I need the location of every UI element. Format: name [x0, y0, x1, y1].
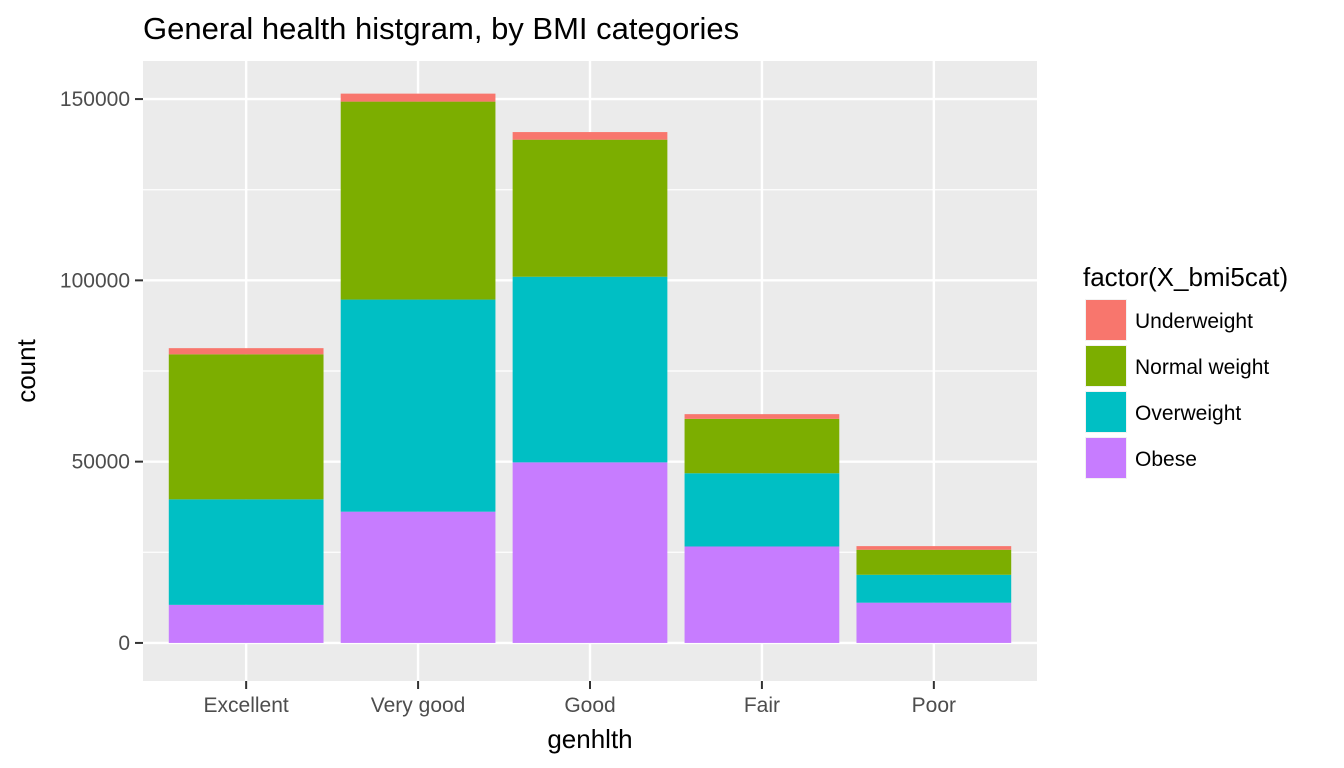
legend-label: Obese: [1135, 448, 1197, 471]
bar-segment-obese: [340, 511, 496, 643]
bar-segment-overweight: [512, 276, 668, 463]
legend-swatch-normal-weight: [1086, 346, 1126, 386]
x-tick-label: Poor: [912, 694, 956, 717]
x-axis-title: genhlth: [547, 724, 632, 754]
legend-items: Underweight Normal weight Overweight Obese: [1085, 299, 1269, 479]
bar-segment-normal-weight: [856, 549, 1012, 575]
x-tick-label: Excellent: [204, 694, 289, 717]
legend-swatch-obese: [1086, 438, 1126, 478]
x-tick-label: Good: [564, 694, 615, 717]
bar-segment-obese: [512, 462, 668, 643]
y-tick-label: 100000: [60, 269, 130, 292]
x-axis: Excellent Very good Good Fair Poor: [204, 681, 956, 717]
bar-segment-normal-weight: [512, 139, 668, 277]
x-tick-label: Fair: [744, 694, 780, 717]
y-axis-title: count: [11, 338, 41, 402]
bar-segment-underweight: [684, 414, 840, 419]
bar-segment-obese: [856, 602, 1012, 643]
legend: factor(X_bmi5cat) Underweight Normal weig…: [1083, 262, 1288, 479]
bar-segment-overweight: [168, 499, 324, 605]
bar-segment-overweight: [684, 473, 840, 547]
bar-segment-normal-weight: [684, 418, 840, 474]
bar-segment-overweight: [856, 574, 1012, 603]
legend-label: Overweight: [1135, 402, 1241, 425]
bar-segment-overweight: [340, 299, 496, 512]
bar-segment-normal-weight: [168, 354, 324, 500]
chart-title: General health histgram, by BMI categori…: [143, 11, 739, 46]
y-tick-label: 150000: [60, 88, 130, 111]
legend-title: factor(X_bmi5cat): [1083, 262, 1288, 292]
bar-segment-underweight: [340, 93, 496, 102]
bars: [168, 93, 1012, 643]
legend-label: Underweight: [1135, 310, 1253, 333]
legend-swatch-underweight: [1086, 300, 1126, 340]
bar-segment-underweight: [512, 132, 668, 140]
y-tick-label: 50000: [72, 451, 130, 474]
bar-segment-underweight: [168, 348, 324, 355]
bar-segment-obese: [168, 604, 324, 643]
legend-swatch-overweight: [1086, 392, 1126, 432]
legend-label: Normal weight: [1135, 356, 1269, 379]
y-axis: 0 50000 100000 150000: [60, 88, 143, 655]
y-tick-label: 0: [118, 632, 130, 655]
bar-segment-normal-weight: [340, 101, 496, 300]
bar-segment-underweight: [856, 546, 1012, 550]
x-tick-label: Very good: [371, 694, 466, 717]
bar-segment-obese: [684, 546, 840, 643]
